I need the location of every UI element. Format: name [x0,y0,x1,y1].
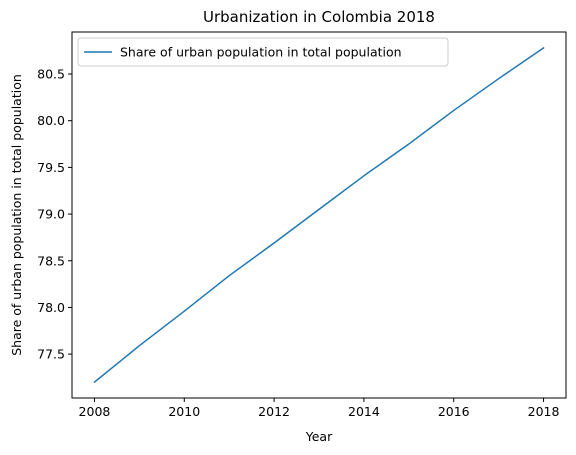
y-tick-label: 78.5 [37,253,65,268]
x-axis: 2008 2010 2012 2014 2016 2018 [79,398,560,419]
plot-series-group [93,46,545,384]
y-tick-label: 80.0 [37,113,65,128]
legend: Share of urban population in total popul… [77,37,449,67]
legend-label: Share of urban population in total popul… [120,45,402,60]
x-tick-label: 2018 [528,404,560,419]
y-tick-label: 80.5 [37,67,65,82]
legend-box [77,37,449,67]
x-tick-label: 2014 [348,404,380,419]
x-tick-label: 2010 [168,404,200,419]
y-tick-label: 79.5 [37,160,65,175]
plot-frame [71,31,567,399]
y-tick-label: 78.0 [37,300,65,315]
y-tick-label: 79.0 [37,207,65,222]
chart-title: Urbanization in Colombia 2018 [203,8,435,26]
y-axis-label: Share of urban population in total popul… [9,74,24,356]
x-axis-label: Year [305,429,333,444]
x-tick-label: 2012 [258,404,290,419]
series-line-0 [93,46,545,384]
y-tick-label: 77.5 [37,347,65,362]
x-tick-label: 2008 [79,404,111,419]
x-tick-label: 2016 [438,404,470,419]
y-axis: 77.5 78.0 78.5 79.0 79.5 80.0 80.5 [37,67,72,362]
